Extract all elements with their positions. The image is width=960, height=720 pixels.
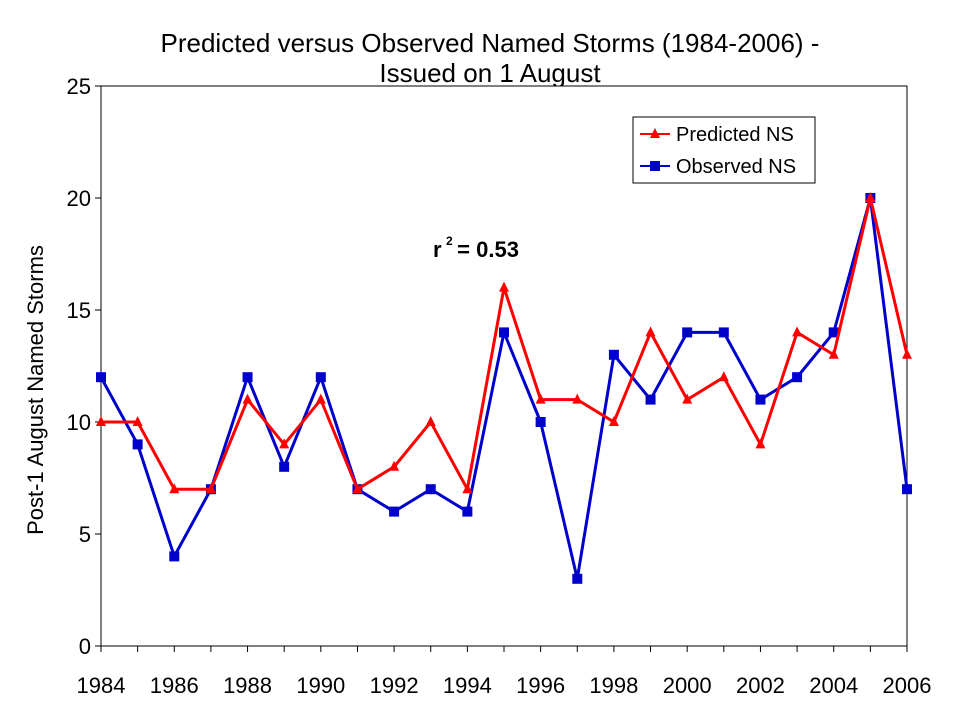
- data-point-observed-ns: [132, 439, 143, 450]
- data-point-observed-ns: [389, 506, 400, 517]
- data-point-predicted-ns: [389, 460, 400, 471]
- data-point-observed-ns: [645, 394, 656, 405]
- x-tick-label: 1988: [223, 673, 272, 698]
- y-tick-label: 10: [67, 410, 91, 435]
- data-point-predicted-ns: [902, 348, 912, 359]
- data-point-predicted-ns: [535, 393, 546, 404]
- legend-marker-predicted: [650, 128, 660, 138]
- data-point-predicted-ns: [645, 326, 656, 337]
- x-tick-label: 2000: [663, 673, 712, 698]
- legend-label-observed: Observed NS: [676, 156, 796, 178]
- data-point-predicted-ns: [279, 438, 290, 449]
- data-point-predicted-ns: [462, 483, 473, 494]
- data-point-observed-ns: [902, 484, 912, 495]
- data-point-observed-ns: [792, 372, 803, 383]
- data-point-predicted-ns: [425, 416, 436, 426]
- x-tick-label: 1984: [77, 673, 126, 698]
- data-point-observed-ns: [755, 394, 766, 405]
- x-tick-label: 1986: [150, 673, 199, 698]
- data-point-observed-ns: [242, 372, 253, 383]
- data-point-observed-ns: [169, 551, 180, 562]
- y-tick-label: 5: [79, 522, 91, 547]
- data-point-predicted-ns: [242, 393, 253, 404]
- data-point-observed-ns: [608, 349, 619, 360]
- data-point-predicted-ns: [792, 326, 803, 337]
- data-point-observed-ns: [718, 327, 729, 338]
- axes: 0 5 10 15 20 25 1984 1986 1988 1990 1992 1994 1996 19…: [67, 74, 932, 698]
- x-tick-label: 2004: [809, 673, 858, 698]
- x-tick-label: 1998: [589, 673, 638, 698]
- data-point-observed-ns: [828, 327, 839, 338]
- r-squared-base: r: [433, 237, 442, 262]
- data-point-observed-ns: [682, 327, 693, 338]
- data-point-observed-ns: [499, 327, 509, 338]
- series-layer: [96, 192, 912, 584]
- x-tick-label: 1992: [370, 673, 419, 698]
- data-point-predicted-ns: [132, 416, 143, 426]
- y-tick-label: 15: [67, 298, 91, 323]
- data-point-predicted-ns: [718, 371, 729, 382]
- data-point-predicted-ns: [315, 393, 326, 404]
- x-tick-label: 1990: [296, 673, 345, 698]
- chart-title-line-2: Issued on 1 August: [379, 58, 601, 88]
- data-point-observed-ns: [315, 372, 326, 383]
- x-tick-label: 2002: [736, 673, 785, 698]
- y-tick-label: 20: [67, 186, 91, 211]
- data-point-observed-ns: [96, 372, 106, 383]
- data-point-predicted-ns: [572, 393, 583, 404]
- legend: Predicted NS Observed NS: [632, 116, 816, 184]
- legend-box: [632, 116, 816, 184]
- r-squared-superscript: 2: [446, 234, 453, 248]
- legend-marker-observed: [650, 161, 660, 171]
- data-point-observed-ns: [535, 417, 546, 427]
- data-point-observed-ns: [425, 484, 436, 495]
- data-point-predicted-ns: [96, 416, 106, 426]
- r-squared-annotation: r 2 = 0.53: [433, 232, 519, 262]
- y-tick-label: 25: [67, 74, 91, 99]
- data-point-predicted-ns: [499, 281, 509, 292]
- data-point-predicted-ns: [169, 483, 180, 494]
- chart-title-line-1: Predicted versus Observed Named Storms (…: [161, 28, 820, 58]
- r-squared-value: = 0.53: [457, 237, 519, 262]
- x-tick-label: 2006: [883, 673, 932, 698]
- data-point-predicted-ns: [755, 438, 766, 449]
- y-axis-label: Post-1 August Named Storms: [23, 245, 48, 535]
- x-tick-label: 1994: [443, 673, 492, 698]
- x-tick-label: 1996: [516, 673, 565, 698]
- y-tick-label: 0: [79, 634, 91, 659]
- legend-label-predicted: Predicted NS: [676, 124, 794, 146]
- data-point-predicted-ns: [608, 416, 619, 426]
- data-point-predicted-ns: [205, 483, 216, 494]
- data-point-predicted-ns: [828, 348, 839, 359]
- data-point-observed-ns: [572, 573, 583, 584]
- data-point-observed-ns: [279, 461, 290, 472]
- data-point-predicted-ns: [682, 393, 693, 404]
- data-point-predicted-ns: [865, 192, 876, 202]
- data-point-observed-ns: [462, 506, 473, 517]
- data-point-predicted-ns: [352, 483, 363, 494]
